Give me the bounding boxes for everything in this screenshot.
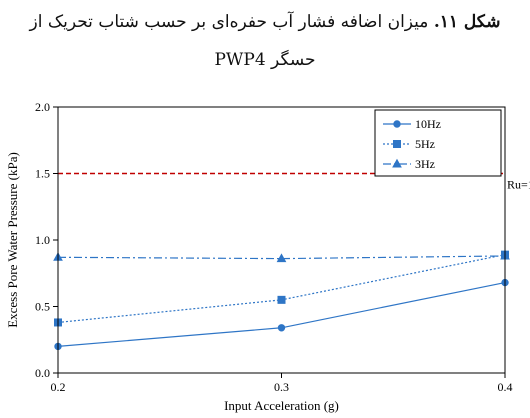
- figure-number: شکل ۱۱.: [433, 12, 501, 32]
- x-axis-label: Input Acceleration (g): [224, 398, 339, 413]
- legend: 10Hz 5Hz 3Hz: [374, 109, 502, 177]
- y-tick-label: 0.5: [35, 300, 50, 314]
- figure-caption-line1: شکل ۱۱. میزان اضافه فشار آب حفره‌ای بر ح…: [0, 12, 530, 32]
- legend-marker: [392, 158, 402, 168]
- legend-label: 5Hz: [415, 137, 435, 151]
- y-tick-label: 2.0: [35, 100, 50, 114]
- figure-caption-line2: حسگر PWP4: [214, 50, 316, 70]
- series-line-5Hz: [57, 254, 506, 324]
- data-point-10Hz: [277, 324, 286, 332]
- legend-label: 3Hz: [415, 157, 435, 171]
- legend-label: 10Hz: [415, 117, 441, 131]
- figure-caption-text: میزان اضافه فشار آب حفره‌ای بر حسب شتاب …: [29, 12, 434, 32]
- x-tick-label: 0.4: [498, 380, 513, 394]
- legend-marker: [393, 140, 401, 148]
- data-point-5Hz: [277, 295, 286, 304]
- y-axis-label: Excess Pore Water Pressure (kPa): [5, 152, 20, 328]
- y-tick-label: 0.0: [35, 366, 50, 380]
- data-point-3Hz: [276, 253, 287, 263]
- plot-area-frame: [57, 106, 506, 374]
- y-tick-label: 1.0: [35, 233, 50, 247]
- series-line-10Hz: [57, 281, 506, 347]
- legend-marker: [393, 120, 401, 128]
- x-tick-label: 0.3: [274, 380, 289, 394]
- y-tick-label: 1.5: [35, 167, 50, 181]
- series-line-3Hz: [57, 255, 506, 260]
- reference-line-label: Ru=1: [507, 178, 530, 192]
- x-tick-label: 0.2: [51, 380, 66, 394]
